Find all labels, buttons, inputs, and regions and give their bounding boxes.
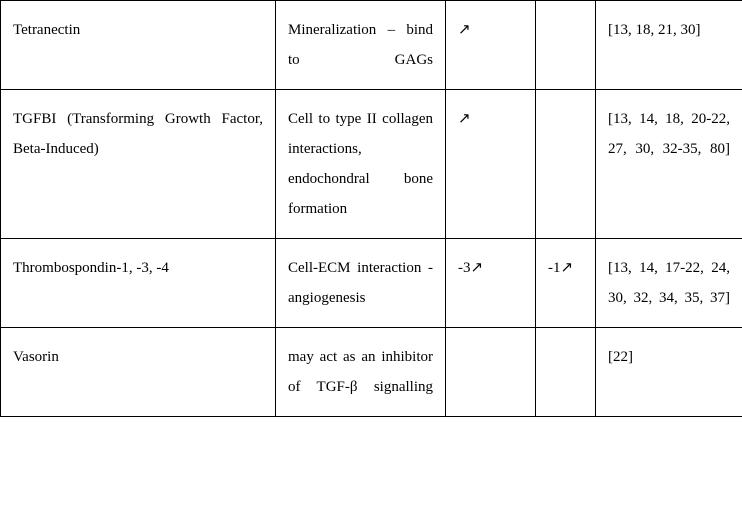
- cell-refs: [13, 18, 21, 30]: [596, 1, 742, 90]
- cell-change-1: ↗: [446, 1, 536, 90]
- cell-refs: [13, 14, 17-22, 24, 30, 32, 34, 35, 37]: [596, 239, 742, 328]
- cell-change-1: ↗: [446, 90, 536, 239]
- table-row: Vasorin may act as an inhibitor of TGF-β…: [1, 328, 742, 417]
- cell-function: may act as an inhibitor of TGF-β signall…: [276, 328, 446, 417]
- cell-function: Mineralization – bind to GAGs: [276, 1, 446, 90]
- cell-change-1: -3↗: [446, 239, 536, 328]
- cell-function: Cell-ECM interaction - angiogenesis: [276, 239, 446, 328]
- cell-protein-name: Vasorin: [1, 328, 276, 417]
- table-row: Thrombospondin-1, -3, -4 Cell-ECM intera…: [1, 239, 742, 328]
- cell-protein-name: TGFBI (Transforming Growth Factor, Beta-…: [1, 90, 276, 239]
- cell-refs: [22]: [596, 328, 742, 417]
- cell-change-1: [446, 328, 536, 417]
- table-row: TGFBI (Transforming Growth Factor, Beta-…: [1, 90, 742, 239]
- cell-change-2: [536, 90, 596, 239]
- cell-protein-name: Thrombospondin-1, -3, -4: [1, 239, 276, 328]
- cell-change-2: [536, 328, 596, 417]
- cell-change-2: [536, 1, 596, 90]
- cell-change-2: -1↗: [536, 239, 596, 328]
- protein-table: Tetranectin Mineralization – bind to GAG…: [0, 0, 742, 417]
- cell-protein-name: Tetranectin: [1, 1, 276, 90]
- cell-function: Cell to type II collagen interactions, e…: [276, 90, 446, 239]
- table-row: Tetranectin Mineralization – bind to GAG…: [1, 1, 742, 90]
- cell-refs: [13, 14, 18, 20-22, 27, 30, 32-35, 80]: [596, 90, 742, 239]
